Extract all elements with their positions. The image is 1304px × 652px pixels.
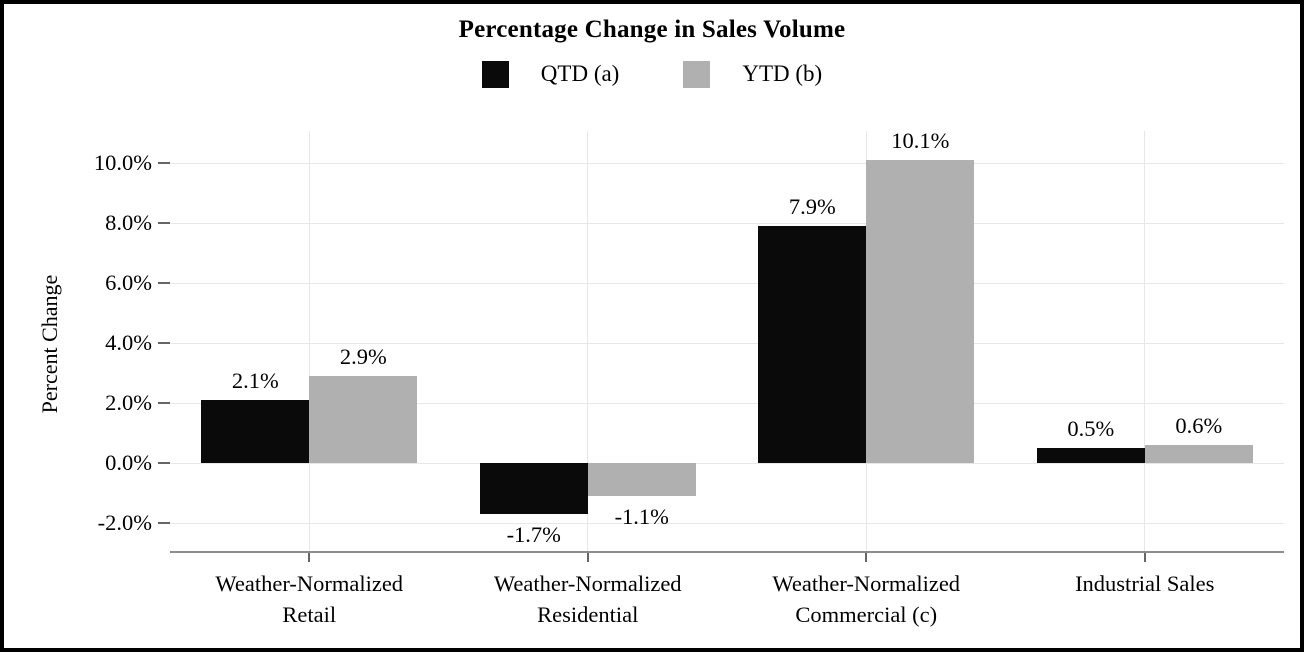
x-category-label: Industrial Sales (995, 568, 1295, 599)
legend-item-qtd: QTD (a) (481, 60, 620, 88)
x-axis-tick-mark (586, 553, 589, 562)
x-category-label-line: Industrial Sales (1075, 571, 1215, 596)
bar-ytd-0 (309, 376, 418, 463)
ytd-legend-label: YTD (b) (742, 61, 823, 86)
x-category-label: Weather-Normalized Residential (438, 568, 738, 630)
x-category-label: Weather-Normalized Commercial (c) (716, 568, 1016, 630)
horizontal-gridline (170, 162, 1284, 164)
vertical-gridline (308, 131, 310, 551)
bar-qtd-2 (758, 226, 867, 463)
chart-canvas: Percentage Change in Sales Volume QTD (a… (4, 4, 1300, 648)
y-axis-tick-mark (158, 222, 170, 224)
bar-ytd-3 (1144, 445, 1253, 463)
horizontal-gridline (170, 222, 1284, 224)
x-category-label-line: Weather-Normalized (493, 571, 682, 596)
x-category-label-line: Retail (282, 602, 337, 627)
plot-area: 2.1% -1.7% 7.9% 0.5% 2.9% -1.1% 10.1% 0.6% (170, 128, 1284, 551)
y-axis-tick-label: -2.0% (97, 510, 152, 535)
y-axis-tick-label: 8.0% (105, 210, 152, 235)
bar-qtd-1 (479, 463, 588, 514)
bar-ytd-2 (866, 160, 975, 463)
x-axis-tick-mark (308, 553, 311, 562)
x-category-label-line: Residential (537, 602, 639, 627)
bar-value-label: 0.5% (1067, 416, 1115, 441)
legend: QTD (a) YTD (b) (4, 58, 1300, 90)
bar-qtd-3 (1036, 448, 1145, 463)
legend-item-ytd: YTD (b) (683, 60, 823, 88)
y-axis-tick-mark (158, 162, 170, 164)
y-axis-tick-mark (158, 342, 170, 344)
y-axis-tick-label: 10.0% (93, 150, 152, 175)
x-category-label-line: Weather-Normalized (215, 571, 404, 596)
y-axis-tick-label: 2.0% (105, 390, 152, 415)
vertical-gridline (1144, 131, 1146, 551)
horizontal-gridline (170, 402, 1284, 404)
x-axis-tick-mark (865, 553, 868, 562)
horizontal-gridline (170, 522, 1284, 524)
y-axis-tick-mark (158, 402, 170, 404)
y-axis-tick-label: 4.0% (105, 330, 152, 355)
bar-value-label: -1.1% (614, 504, 669, 529)
chart-title: Percentage Change in Sales Volume (458, 16, 846, 43)
horizontal-gridline (170, 342, 1284, 344)
bar-value-label: 0.6% (1175, 413, 1223, 438)
bar-value-label: 10.1% (891, 128, 950, 153)
qtd-legend-swatch-icon (481, 60, 509, 88)
y-axis-tick-label: 6.0% (105, 270, 152, 295)
y-axis-tick-mark (158, 522, 170, 524)
ytd-legend-swatch-icon (683, 60, 711, 88)
qtd-legend-label: QTD (a) (540, 61, 620, 86)
y-axis-tick-mark (158, 462, 170, 464)
x-axis-line (170, 551, 1284, 553)
x-category-label-line: Commercial (c) (795, 602, 938, 627)
bar-value-label: 7.9% (788, 194, 836, 219)
horizontal-gridline (170, 462, 1284, 464)
bar-value-label: 2.9% (339, 344, 387, 369)
x-axis-tick-mark (1143, 553, 1146, 562)
y-axis-tick-mark (158, 282, 170, 284)
x-category-label-line: Weather-Normalized (772, 571, 961, 596)
x-category-label: Weather-Normalized Retail (159, 568, 459, 630)
y-axis-tick-label: 0.0% (105, 450, 152, 475)
bar-value-label: -1.7% (506, 522, 561, 547)
bar-ytd-1 (587, 463, 696, 496)
horizontal-gridline (170, 282, 1284, 284)
vertical-gridline (587, 131, 589, 551)
bar-qtd-0 (201, 400, 310, 463)
bar-value-label: 2.1% (231, 368, 279, 393)
